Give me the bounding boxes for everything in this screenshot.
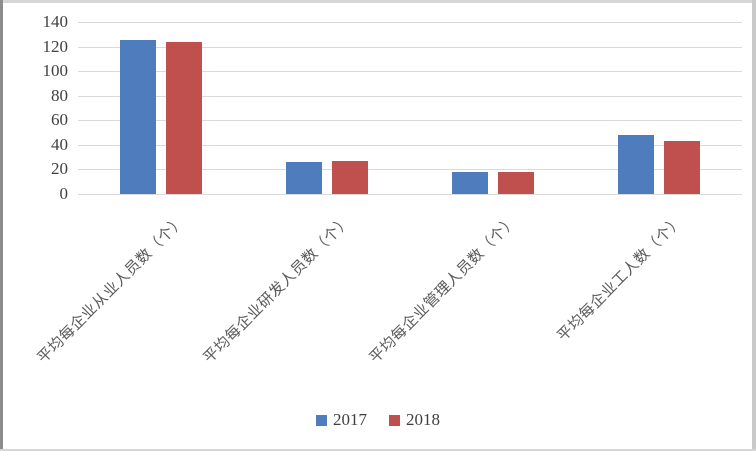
x-category-label-3: 平均每企业工人数（个） — [555, 212, 688, 345]
legend-label-2017: 2017 — [333, 410, 367, 429]
x-category-label-0: 平均每企业从业人员数（个） — [35, 212, 190, 367]
frame-border-left — [0, 0, 3, 451]
bar-2017-cat2 — [452, 172, 488, 194]
gridline-y40 — [78, 145, 742, 146]
gridline-y80 — [78, 96, 742, 97]
x-category-label-1: 平均每企业研发人员数（个） — [201, 212, 356, 367]
y-tick-label-20: 20 — [51, 159, 68, 178]
gridline-y60 — [78, 120, 742, 121]
legend-item-2017: 2017 — [316, 410, 367, 430]
legend: 2017 2018 — [0, 410, 756, 430]
y-tick-label-40: 40 — [51, 135, 68, 154]
gridline-y140 — [78, 22, 742, 23]
bar-2017-cat3 — [618, 135, 654, 194]
bar-2018-cat2 — [498, 172, 534, 194]
y-tick-label-60: 60 — [51, 110, 68, 129]
y-tick-label-80: 80 — [51, 86, 68, 105]
bar-2018-cat1 — [332, 161, 368, 194]
legend-label-2018: 2018 — [406, 410, 440, 429]
frame-border-right — [752, 0, 756, 451]
y-tick-label-100: 100 — [42, 61, 69, 80]
bar-2017-cat1 — [286, 162, 322, 194]
x-category-label-2: 平均每企业管理人员数（个） — [367, 212, 522, 367]
gridline-y100 — [78, 71, 742, 72]
gridline-y20 — [78, 169, 742, 170]
y-tick-label-140: 140 — [42, 12, 69, 31]
bar-2018-cat0 — [166, 42, 202, 194]
gridline-y0 — [78, 194, 742, 195]
gridline-y120 — [78, 47, 742, 48]
y-tick-label-120: 120 — [42, 37, 69, 56]
bar-2018-cat3 — [664, 141, 700, 194]
legend-item-2018: 2018 — [389, 410, 440, 430]
frame-border-bottom — [0, 449, 756, 451]
frame-border-top — [0, 0, 756, 3]
y-tick-label-0: 0 — [59, 184, 69, 203]
legend-swatch-2018 — [389, 414, 400, 426]
legend-swatch-2017 — [316, 414, 327, 426]
bar-2017-cat0 — [120, 40, 156, 194]
